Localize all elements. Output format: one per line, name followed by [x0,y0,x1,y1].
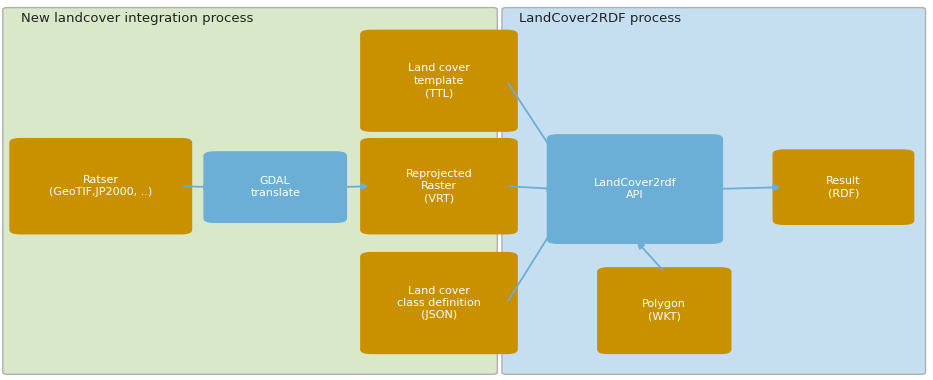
Text: Polygon
(WKT): Polygon (WKT) [642,299,687,322]
FancyBboxPatch shape [547,134,723,244]
FancyBboxPatch shape [360,30,518,132]
FancyBboxPatch shape [360,252,518,354]
FancyBboxPatch shape [9,138,192,234]
FancyBboxPatch shape [502,8,926,374]
FancyBboxPatch shape [597,267,731,354]
Text: Ratser
(GeoTIF,JP2000, ..): Ratser (GeoTIF,JP2000, ..) [49,175,152,197]
Text: New landcover integration process: New landcover integration process [21,12,253,25]
FancyBboxPatch shape [203,151,347,223]
FancyBboxPatch shape [3,8,497,374]
Text: Land cover
class definition
(JSON): Land cover class definition (JSON) [397,286,480,320]
Text: Land cover
template
(TTL): Land cover template (TTL) [408,63,470,98]
Text: Result
(RDF): Result (RDF) [827,176,860,198]
Text: LandCover2RDF process: LandCover2RDF process [519,12,681,25]
Text: LandCover2rdf
API: LandCover2rdf API [593,178,676,200]
Text: Reprojected
Raster
(VRT): Reprojected Raster (VRT) [406,169,472,204]
FancyBboxPatch shape [360,138,518,234]
Text: GDAL
translate: GDAL translate [250,176,300,198]
FancyBboxPatch shape [773,149,914,225]
